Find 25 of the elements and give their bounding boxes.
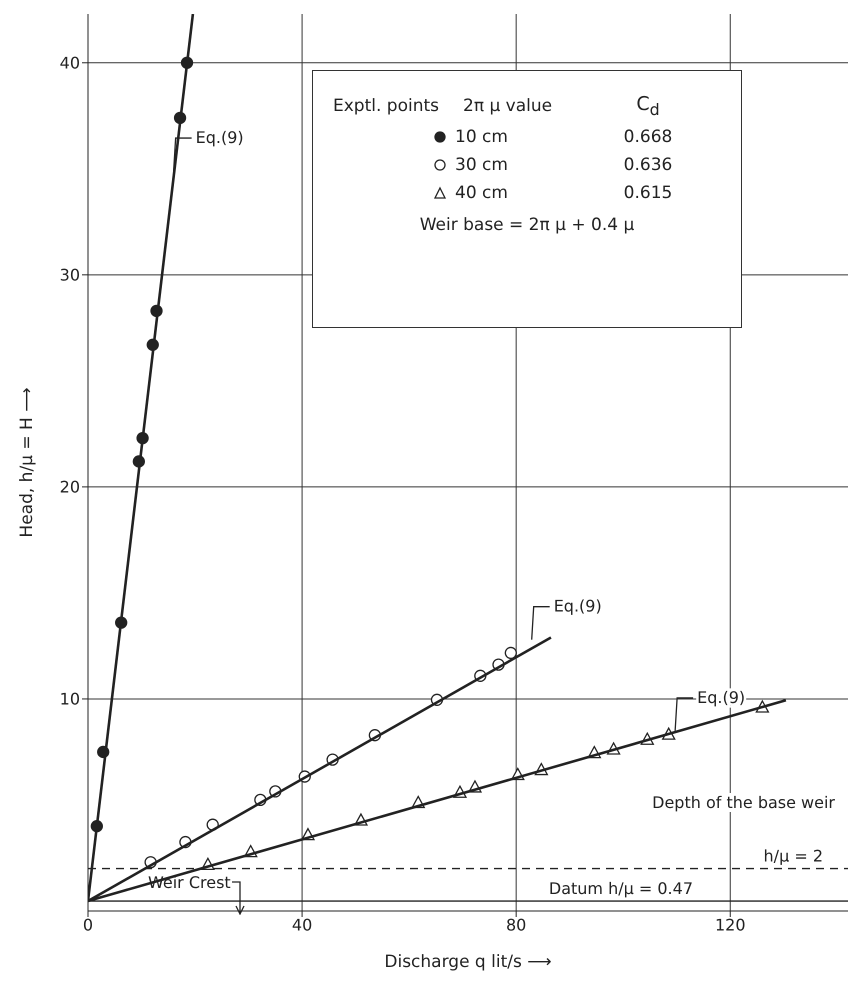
annotation: Eq.(9): [196, 128, 244, 148]
legend-label: 10 cm: [455, 126, 508, 147]
y-tick-label: 10: [60, 690, 80, 709]
x-tick-label: 0: [82, 915, 94, 934]
annotation: 0.615: [624, 182, 672, 203]
y-axis-title: Head, h/μ = H ⟶: [17, 387, 38, 538]
legend-label: 30 cm: [455, 154, 508, 175]
y-tick-label: 20: [60, 478, 80, 497]
annotation: 2π μ value: [463, 96, 552, 116]
y-tick-label: 40: [60, 53, 80, 72]
annotation: 0.668: [624, 126, 672, 147]
x-tick-label: 120: [714, 915, 746, 934]
annotation: C$_{d}$: [636, 93, 660, 119]
annotation: Eq.(9): [554, 596, 602, 616]
x-axis-title: Discharge q lit/s ⟶: [384, 952, 552, 972]
annotation: Depth of the base weir: [652, 793, 835, 812]
ref-line-label: Datum h/μ = 0.47: [548, 879, 693, 898]
x-tick-label: 80: [506, 915, 526, 934]
ref-line-label: h/μ = 2: [764, 846, 823, 866]
annotation: 0.636: [624, 154, 672, 175]
legend-label: 40 cm: [455, 182, 508, 203]
annotation: Weir base = 2π μ + 0.4 μ: [420, 214, 634, 235]
annotation: Exptl. points: [333, 96, 440, 116]
x-tick-label: 40: [292, 915, 312, 934]
y-tick-label: 30: [60, 266, 80, 285]
